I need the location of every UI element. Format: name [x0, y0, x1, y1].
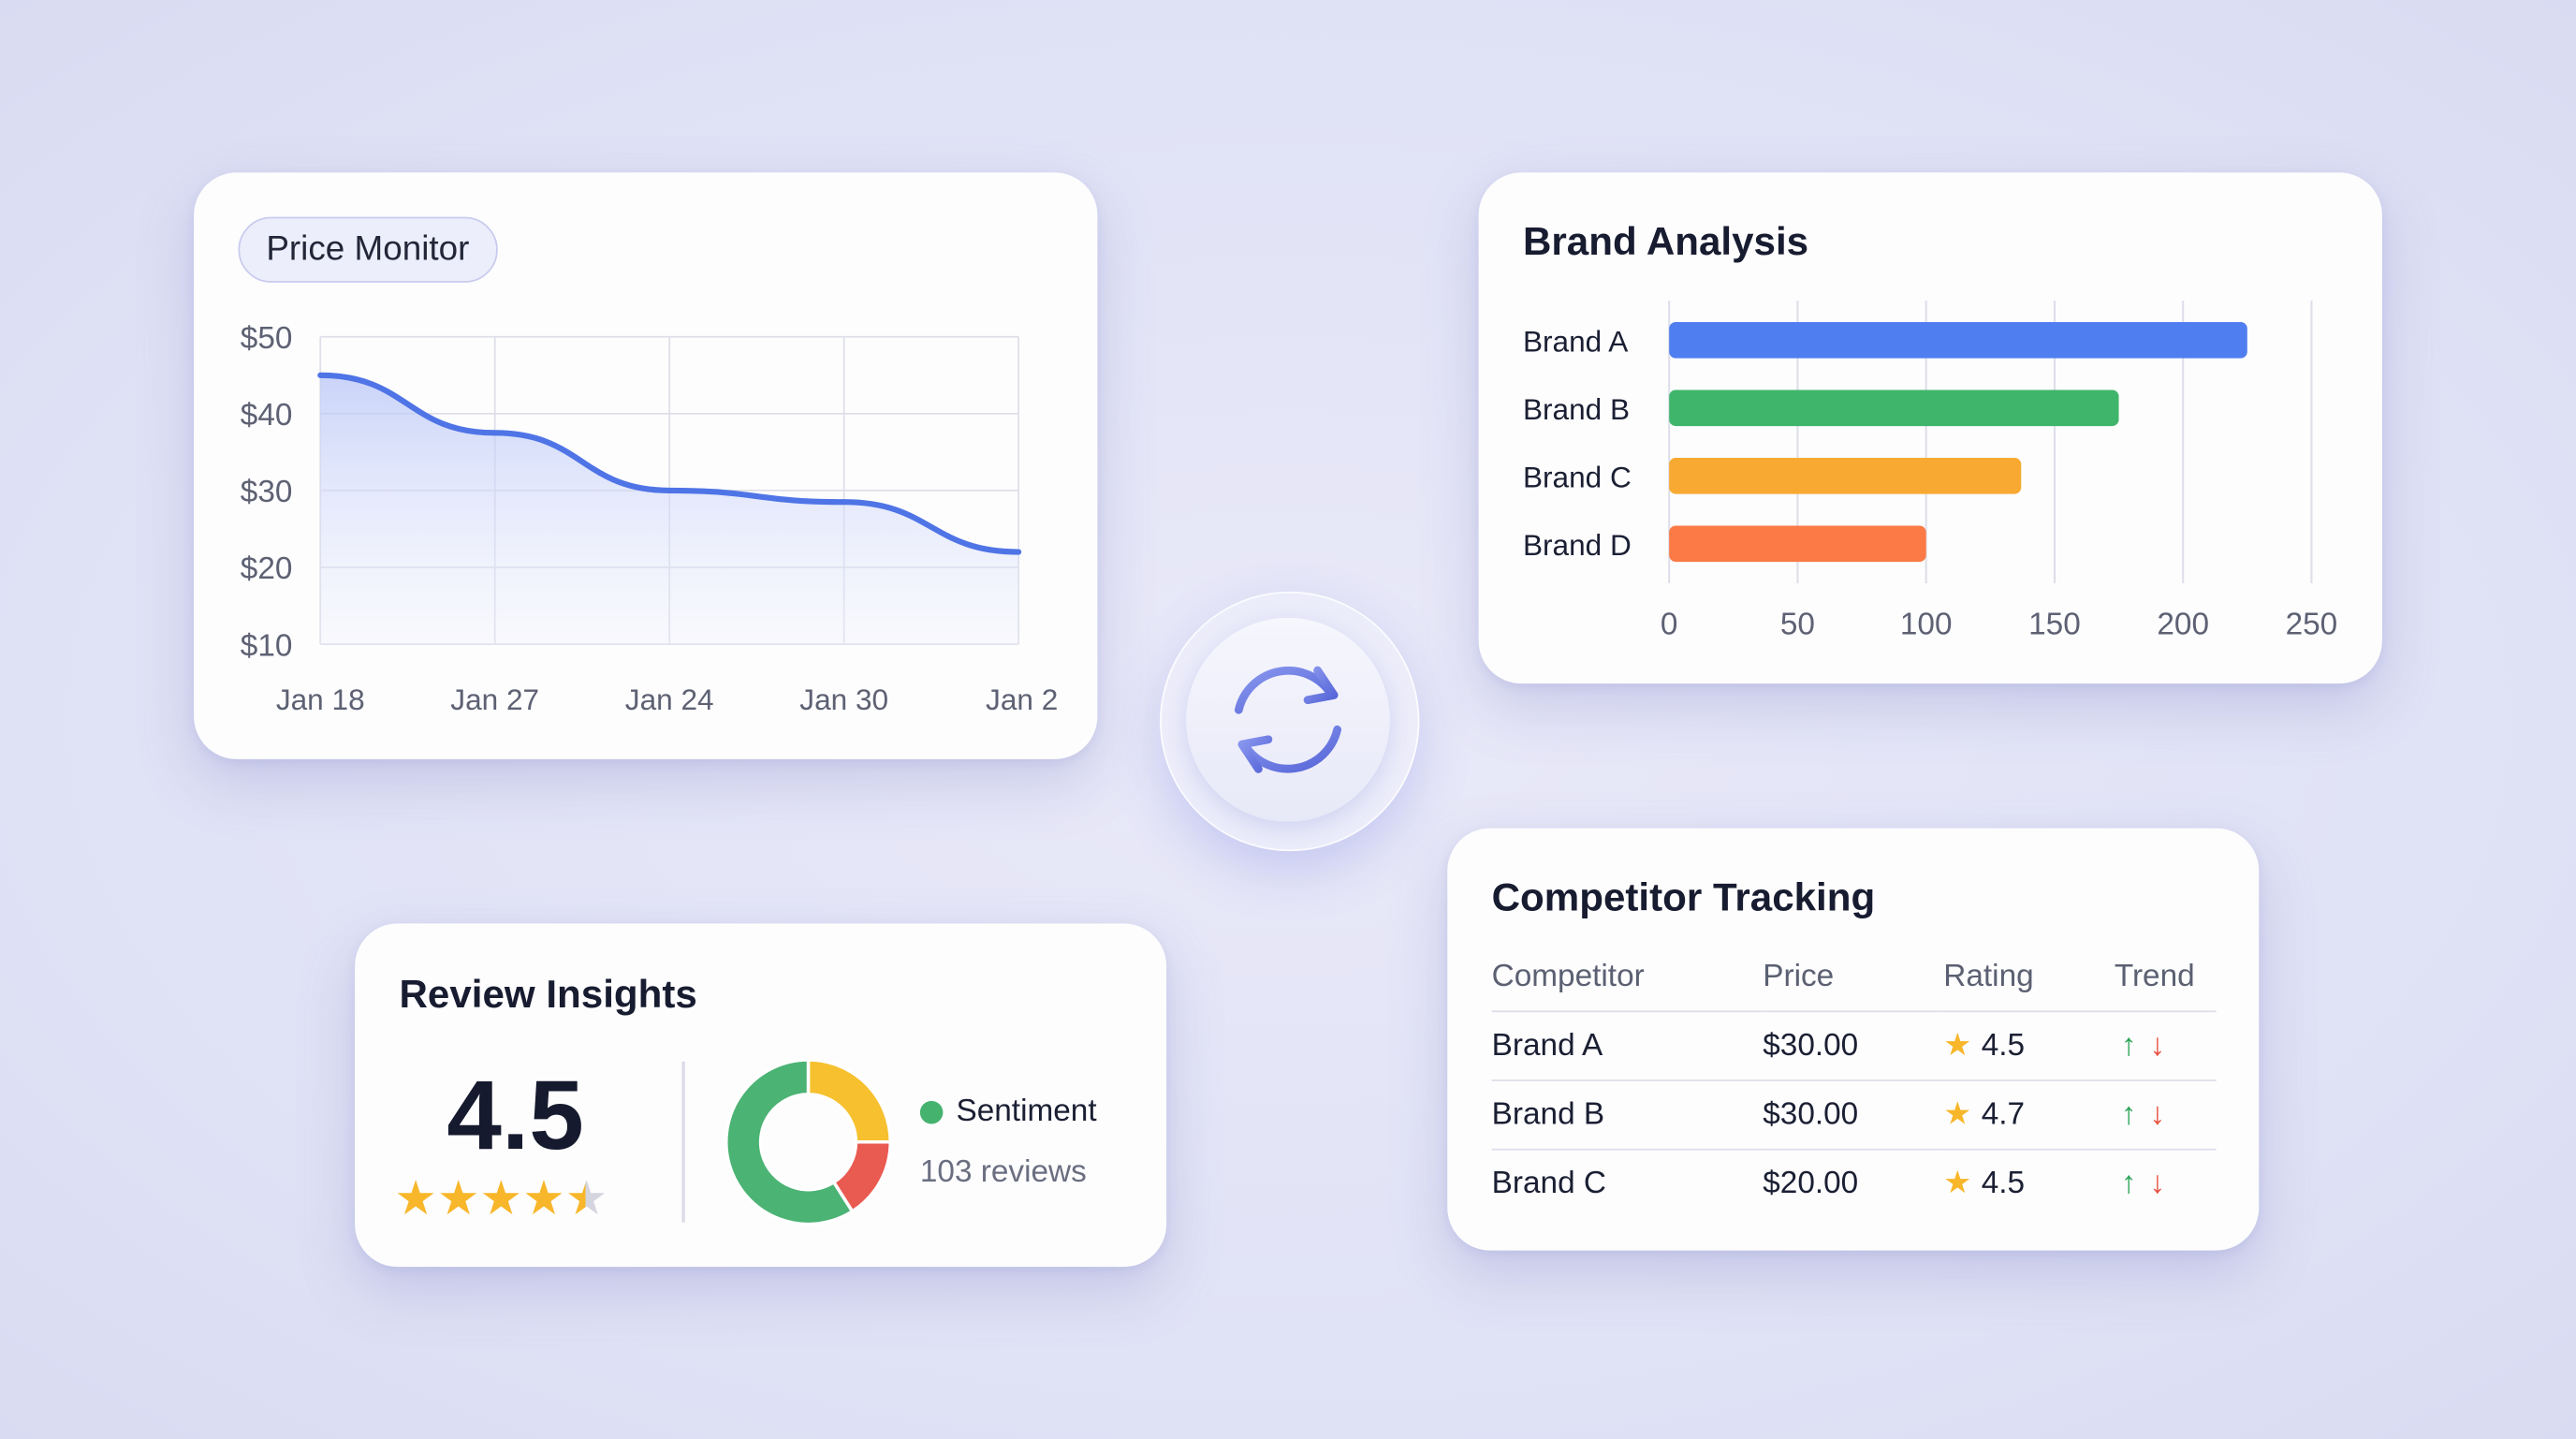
bar [1669, 321, 2247, 359]
bar-label: Brand A [1523, 325, 1628, 359]
competitor-price: $20.00 [1763, 1166, 1859, 1201]
x-tick-label: Jan 24 [625, 683, 714, 716]
competitor-tracking-card: Competitor Tracking Competitor Price Rat… [1447, 828, 2260, 1251]
competitor-name: Brand C [1491, 1166, 1606, 1201]
bar [1669, 525, 1926, 563]
star-icon: ★ [522, 1173, 565, 1226]
star-icon: ★ [1943, 1028, 1972, 1064]
competitor-name: Brand B [1491, 1079, 1764, 1151]
price-line-chart: $50 $40 $30 $20 $10 Jan 18 Jan 27 Jan 24 Jan 30 J… [241, 321, 1058, 716]
x-tick-label: 50 [1780, 607, 1815, 641]
x-tick-label: 0 [1661, 607, 1678, 641]
table-row: Brand B $30.00 ★ 4.7 ↑ ↓ [1491, 1079, 2217, 1151]
arrow-down-icon: ↓ [2149, 1027, 2166, 1063]
x-tick-label: 150 [2028, 607, 2081, 641]
table-row: Brand C $20.00 ★ 4.5 ↑ ↓ [1492, 1150, 2217, 1218]
table-row: Brand A $30.00 ★ 4.5 ↑ ↓ [1491, 1011, 2217, 1081]
rating-value: 4.5 [1981, 1167, 2026, 1201]
star-icon: ★ [1943, 1097, 1972, 1133]
y-tick-label: $50 [241, 321, 293, 356]
trend: ↑ ↓ [2114, 1079, 2217, 1151]
y-tick-label: $30 [241, 475, 293, 509]
star-icon: ★ [394, 1173, 437, 1226]
brand-bar-chart: 0 50 100 150 200 250 Brand A Brand B Brand C Bran… [1523, 301, 2338, 641]
bar-label: Brand B [1523, 392, 1630, 426]
x-tick-label: 200 [2157, 607, 2209, 641]
price-monitor-card: Price Monitor $50 $40 $30 $20 $10 Jan 18 Jan 2… [194, 172, 1098, 759]
competitor-name: Brand A [1491, 1011, 1764, 1081]
x-tick-label: Jan 27 [450, 683, 539, 716]
x-tick-label: Jan 18 [276, 683, 365, 716]
competitor-tracking-title: Competitor Tracking [1491, 875, 1876, 920]
bar-label: Brand C [1523, 461, 1632, 494]
x-tick-label: Jan 2 [986, 683, 1058, 716]
refresh-button[interactable] [1160, 591, 1420, 852]
sentiment-donut-chart [724, 1058, 893, 1226]
competitor-price: $30.00 [1763, 1079, 1944, 1151]
legend-dot [919, 1100, 944, 1124]
review-insights-title: Review Insights [399, 973, 697, 1018]
competitor-price: $30.00 [1763, 1011, 1944, 1081]
star-icon: ★ [436, 1173, 480, 1226]
review-count: 103 reviews [919, 1154, 1087, 1190]
brand-analysis-card: Brand Analysis 0 50 100 150 200 250 Brand A Bra… [1478, 172, 2382, 684]
rating-value: 4.5 [1981, 1028, 2026, 1064]
donut-slice [724, 1058, 855, 1226]
trend: ↑ ↓ [2115, 1150, 2217, 1218]
bar-label: Brand D [1523, 528, 1632, 562]
star-icon: ★ [479, 1173, 522, 1226]
price-monitor-title: Price Monitor [238, 216, 498, 283]
competitor-rating: ★ 4.5 [1943, 1011, 2115, 1081]
bar [1669, 389, 2119, 427]
star-icon: ★ [1943, 1167, 1972, 1201]
x-tick-label: 250 [2286, 607, 2338, 641]
brand-analysis-title: Brand Analysis [1522, 220, 1809, 265]
x-tick-label: 100 [1900, 607, 1953, 641]
column-header: Competitor [1491, 959, 1764, 1013]
competitor-rating: ★ 4.5 [1943, 1150, 2115, 1218]
star-icon: ★ [564, 1173, 608, 1226]
area-fill [320, 374, 1019, 644]
sentiment-legend: Sentiment [919, 1094, 1097, 1131]
arrow-down-icon: ↓ [2149, 1096, 2166, 1132]
arrow-down-icon: ↓ [2149, 1166, 2166, 1201]
rating-value: 4.7 [1981, 1097, 2026, 1133]
donut-slice [806, 1058, 893, 1144]
column-header: Rating [1943, 959, 2115, 1013]
arrow-up-icon: ↑ [2120, 1096, 2137, 1132]
competitor-rating: ★ 4.7 [1943, 1079, 2115, 1151]
rating-value: 4.5 [446, 1060, 584, 1170]
y-tick-label: $20 [241, 551, 293, 586]
column-header: Price [1763, 959, 1944, 1013]
bar [1669, 457, 2022, 494]
trend: ↑ ↓ [2114, 1011, 2217, 1081]
review-insights-card: Review Insights 4.5 ★★★★★ Sentiment 103 … [355, 923, 1167, 1268]
y-tick-label: $40 [241, 398, 293, 433]
x-tick-label: Jan 30 [799, 683, 888, 716]
y-tick-label: $10 [241, 628, 293, 663]
arrow-up-icon: ↑ [2120, 1166, 2137, 1201]
column-header: Trend [2114, 959, 2217, 1013]
arrow-up-icon: ↑ [2120, 1027, 2137, 1063]
price-line [317, 372, 1022, 555]
star-rating: ★★★★★ [394, 1170, 607, 1227]
competitor-table: Competitor Price Rating Trend Brand A $3… [1491, 959, 2217, 1218]
refresh-icon [1234, 666, 1342, 773]
divider [681, 1061, 684, 1223]
legend-label: Sentiment [956, 1094, 1097, 1129]
